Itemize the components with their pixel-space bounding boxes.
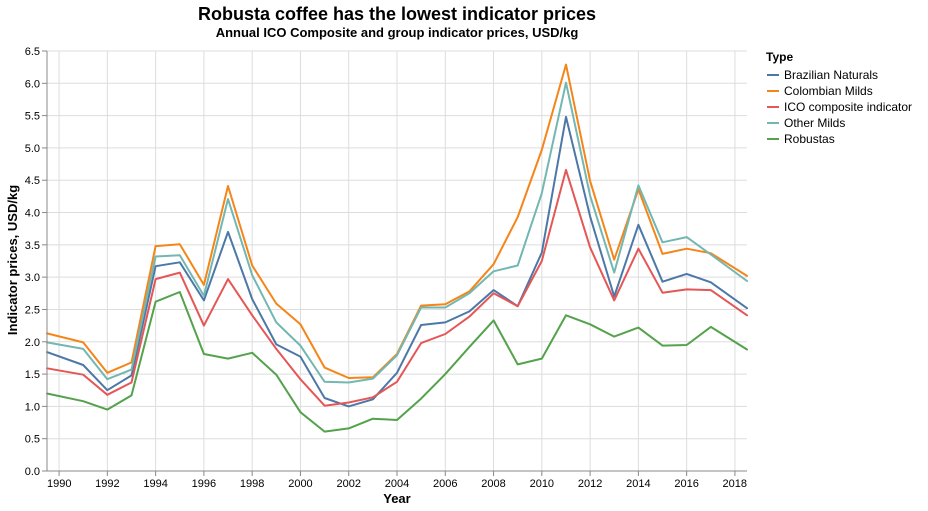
y-tick-label: 3.0	[25, 272, 40, 284]
x-tick-label: 2000	[288, 478, 312, 490]
series-line-other-milds	[46, 81, 748, 384]
x-tick-label: 2010	[530, 478, 554, 490]
legend-item-label: ICO composite indicator	[784, 100, 912, 114]
x-tick-label: 1998	[240, 478, 264, 490]
axes: 0.0 0.5 1.0 1.5 2.0 2.5 3.0 3.5 4.0 4.5 5.0 5.5 6.0 6…	[25, 46, 747, 490]
y-tick-label: 5.5	[25, 111, 40, 123]
y-tick-label: 3.5	[25, 240, 40, 252]
series-lines	[46, 63, 748, 433]
x-tick-label: 1996	[192, 478, 216, 490]
series-line-brazilian-naturals	[46, 115, 748, 408]
series-line-robustas	[46, 291, 748, 433]
legend-item-label: Other Milds	[784, 116, 845, 130]
x-tick-label: 2002	[336, 478, 360, 490]
y-tick-label: 0.0	[25, 466, 40, 478]
y-tick-label: 1.5	[25, 369, 40, 381]
y-tick-label: 2.0	[25, 337, 40, 349]
legend-title: Type	[766, 50, 793, 64]
y-tick-label: 1.0	[25, 401, 40, 413]
y-tick-label: 0.5	[25, 434, 40, 446]
y-tick-label: 5.0	[25, 143, 40, 155]
series-line-ico-composite-indicator	[46, 168, 748, 407]
x-axis-label: Year	[383, 491, 410, 506]
legend-item-label: Brazilian Naturals	[784, 68, 878, 82]
chart-title: Robusta coffee has the lowest indicator …	[198, 4, 596, 24]
x-tick-label: 2006	[433, 478, 457, 490]
y-axis-label: Indicator prices, USD/kg	[5, 185, 20, 335]
y-tick-label: 6.5	[25, 46, 40, 58]
x-tick-label: 2018	[723, 478, 747, 490]
chart-subtitle: Annual ICO Composite and group indicator…	[216, 25, 579, 40]
x-tick-label: 2014	[626, 478, 650, 490]
y-tick-label: 4.0	[25, 208, 40, 220]
x-tick-label: 2012	[578, 478, 602, 490]
x-tick-label: 2016	[674, 478, 698, 490]
legend-item-label: Colombian Milds	[784, 84, 873, 98]
x-tick-label: 2004	[385, 478, 409, 490]
legend-item-label: Robustas	[784, 132, 835, 146]
x-tick-label: 1990	[47, 478, 71, 490]
legend: Type Brazilian Naturals Colombian Milds IC…	[766, 50, 912, 146]
x-tick-label: 1992	[95, 478, 119, 490]
x-tick-label: 1994	[143, 478, 167, 490]
y-tick-label: 4.5	[25, 175, 40, 187]
y-tick-label: 6.0	[25, 78, 40, 90]
x-tick-label: 2008	[481, 478, 505, 490]
y-tick-label: 2.5	[25, 304, 40, 316]
